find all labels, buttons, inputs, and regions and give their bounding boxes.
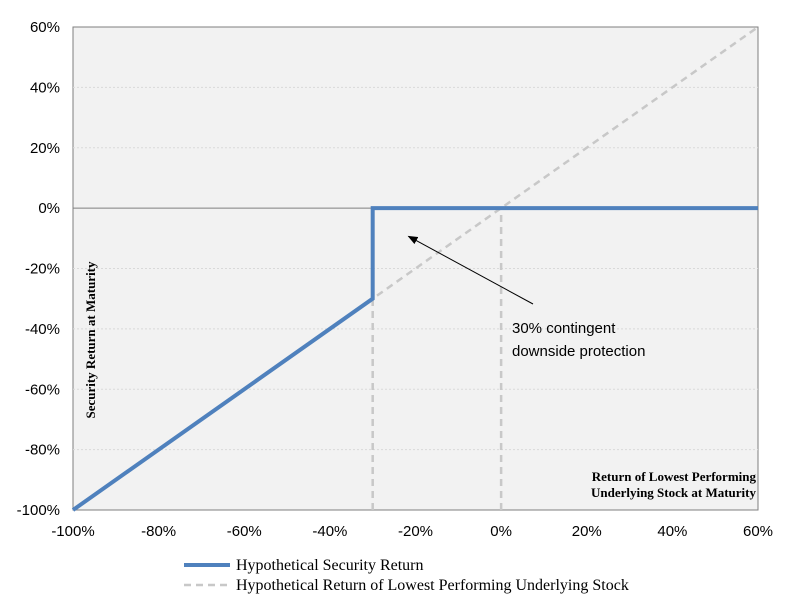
- annotation-text-line-1: 30% contingent: [512, 320, 616, 337]
- x-tick-label: -20%: [398, 523, 433, 540]
- series-lines: [71, 25, 759, 512]
- x-tick-label: 20%: [572, 523, 602, 540]
- y-tick-label: 0%: [38, 200, 60, 217]
- y-tick-label: -100%: [17, 502, 60, 519]
- annotation-text-line-2: downside protection: [512, 343, 645, 360]
- x-axis-title-line-1: Return of Lowest Performing: [592, 469, 757, 484]
- y-tick-label: -20%: [25, 261, 60, 278]
- annotation: 30% contingent downside protection: [407, 235, 645, 360]
- y-tick-label: 40%: [30, 79, 60, 96]
- series-line-underlying-return: [72, 25, 759, 512]
- y-tick-label: -80%: [25, 442, 60, 459]
- x-tick-label: 0%: [490, 523, 512, 540]
- y-tick-label: -60%: [25, 381, 60, 398]
- x-tick-label: -40%: [312, 523, 347, 540]
- y-axis-title: Security Return at Maturity: [83, 261, 98, 419]
- x-tick-label: 60%: [743, 523, 773, 540]
- annotation-arrow: [407, 235, 534, 305]
- x-axis-title-line-2: Underlying Stock at Maturity: [591, 485, 757, 500]
- y-tick-label: -40%: [25, 321, 60, 338]
- legend: Hypothetical Security Return Hypothetica…: [184, 557, 629, 594]
- reference-lines: [371, 208, 503, 510]
- y-axis-ticks: -100% -80% -60% -40% -20% 0% 20% 40% 60%: [17, 19, 60, 519]
- x-tick-label: -100%: [51, 523, 94, 540]
- y-tick-label: 60%: [30, 19, 60, 36]
- x-tick-label: -60%: [227, 523, 262, 540]
- legend-label-security-return: Hypothetical Security Return: [236, 557, 424, 574]
- x-axis-ticks: -100% -80% -60% -40% -20% 0% 20% 40% 60%: [51, 523, 773, 540]
- x-tick-label: 40%: [657, 523, 687, 540]
- series-line-security-return: [71, 206, 758, 512]
- y-tick-label: 20%: [30, 140, 60, 157]
- legend-label-underlying-return: Hypothetical Return of Lowest Performing…: [236, 577, 629, 594]
- x-tick-label: -80%: [141, 523, 176, 540]
